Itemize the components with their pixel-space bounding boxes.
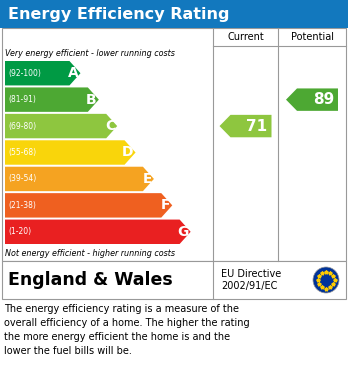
Text: Very energy efficient - lower running costs: Very energy efficient - lower running co… — [5, 50, 175, 59]
Text: Potential: Potential — [291, 32, 333, 42]
Bar — [2, 261, 346, 299]
Text: Current: Current — [227, 32, 264, 42]
Text: A: A — [68, 66, 79, 80]
Text: (1-20): (1-20) — [8, 227, 31, 236]
Text: 89: 89 — [313, 92, 334, 107]
Text: (39-54): (39-54) — [8, 174, 36, 183]
Polygon shape — [5, 167, 154, 191]
Bar — [2, 28, 346, 261]
Polygon shape — [5, 220, 191, 244]
Polygon shape — [5, 140, 136, 165]
Polygon shape — [5, 114, 117, 138]
Text: B: B — [86, 93, 97, 107]
Text: EU Directive: EU Directive — [221, 269, 281, 279]
Text: (55-68): (55-68) — [8, 148, 36, 157]
Text: (81-91): (81-91) — [8, 95, 36, 104]
Text: G: G — [177, 225, 189, 239]
Text: C: C — [105, 119, 115, 133]
Text: F: F — [161, 198, 170, 212]
Text: The energy efficiency rating is a measure of the
overall efficiency of a home. T: The energy efficiency rating is a measur… — [4, 304, 250, 356]
Polygon shape — [5, 61, 80, 85]
Text: 71: 71 — [246, 118, 268, 134]
Text: (21-38): (21-38) — [8, 201, 36, 210]
Polygon shape — [286, 88, 338, 111]
Polygon shape — [5, 193, 172, 217]
Polygon shape — [5, 88, 99, 112]
Text: (69-80): (69-80) — [8, 122, 36, 131]
Text: Energy Efficiency Rating: Energy Efficiency Rating — [8, 7, 229, 22]
Text: E: E — [142, 172, 152, 186]
Polygon shape — [220, 115, 271, 137]
Text: D: D — [122, 145, 134, 160]
Text: (92-100): (92-100) — [8, 69, 41, 78]
Circle shape — [313, 267, 339, 293]
Bar — [0, 0, 348, 28]
Text: 2002/91/EC: 2002/91/EC — [221, 281, 277, 291]
Text: Not energy efficient - higher running costs: Not energy efficient - higher running co… — [5, 249, 175, 258]
Text: England & Wales: England & Wales — [8, 271, 173, 289]
